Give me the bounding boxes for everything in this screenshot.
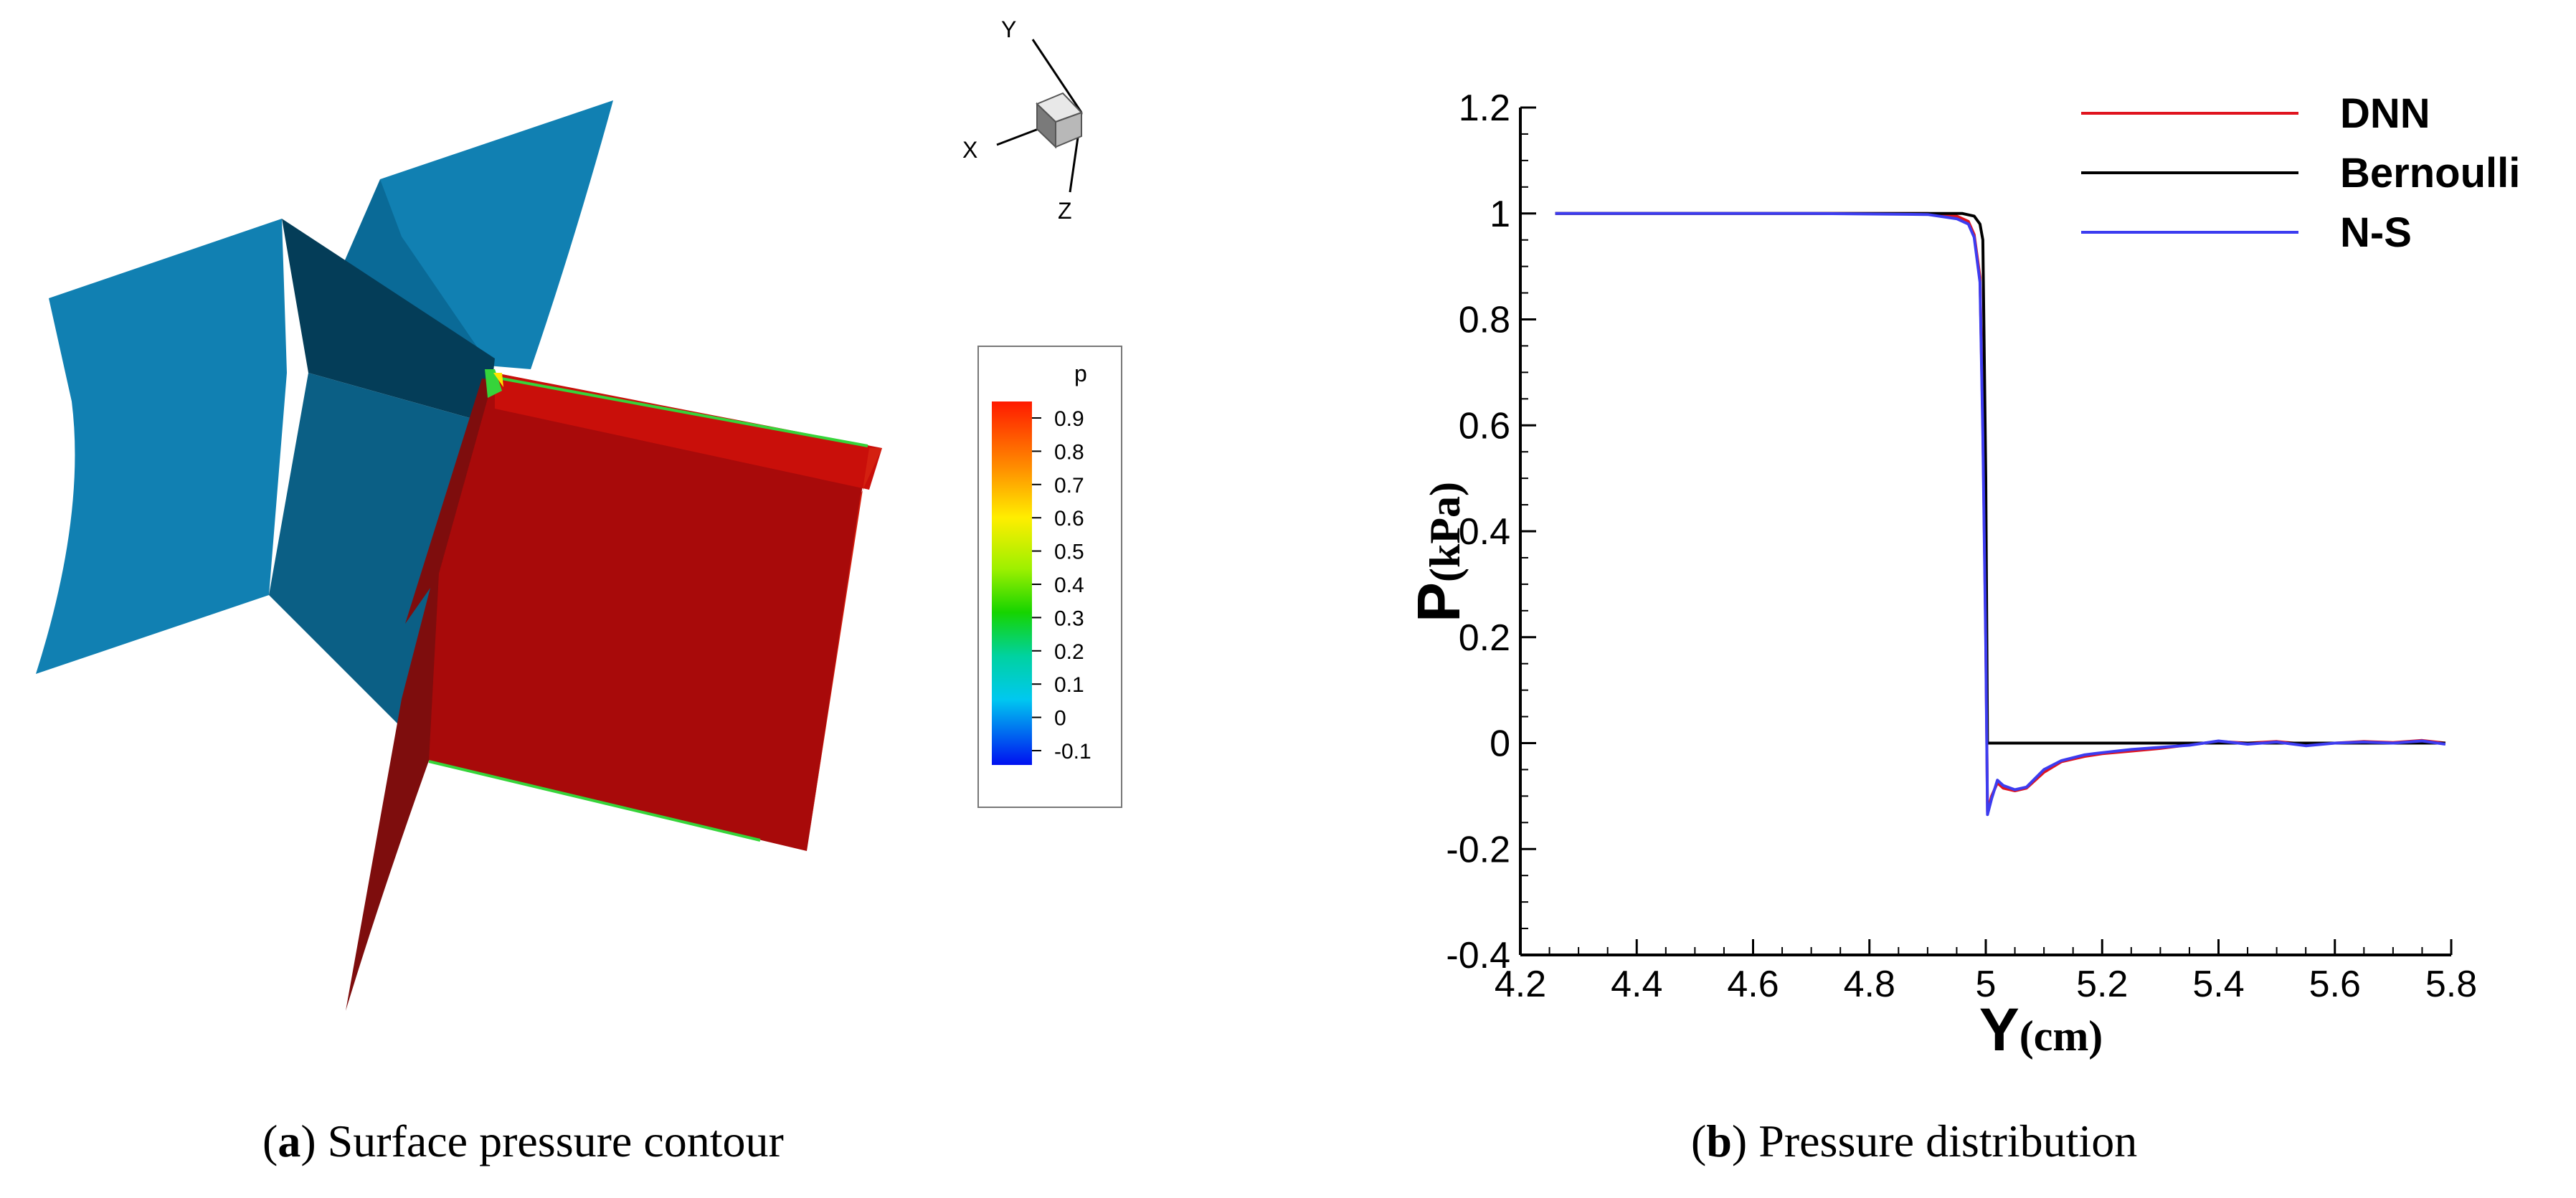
chart-legend: DNN Bernoulli N-S bbox=[2081, 90, 2520, 256]
y-axis-label: P(kPa) bbox=[1405, 482, 1472, 622]
axis-triad: Y X Z bbox=[962, 16, 1083, 224]
caption-b: (b) Pressure distribution bbox=[1691, 1116, 2138, 1166]
pressure-distribution-chart: -0.4 -0.2 0 0.2 0.4 0.6 0.8 1 1.2 4.2 4.4 4.6 4.8 5 5.… bbox=[1348, 50, 2576, 1068]
x-tick-label: 4.4 bbox=[1611, 964, 1662, 1005]
caption-a-letter: a bbox=[278, 1116, 301, 1166]
series-line-bernoulli bbox=[1555, 211, 2445, 745]
triad-label-z: Z bbox=[1058, 198, 1072, 224]
legend-level-label: 0.8 bbox=[1054, 440, 1084, 464]
caption-a-text: Surface pressure contour bbox=[327, 1116, 784, 1166]
x-tick-label: 5.8 bbox=[2425, 964, 2477, 1005]
x-tick-label: 5.6 bbox=[2309, 964, 2361, 1005]
x-tick-label: 4.8 bbox=[1844, 964, 1895, 1005]
upper-blue-panel bbox=[380, 100, 613, 369]
x-axis-label-main: Y bbox=[1979, 996, 2019, 1063]
x-tick-label: 5.2 bbox=[2076, 964, 2128, 1005]
leading-edge-highlight bbox=[485, 369, 502, 398]
green-edge-line bbox=[489, 375, 868, 447]
triad-cube-right bbox=[1055, 111, 1082, 148]
legend-label-dnn: DNN bbox=[2340, 90, 2430, 137]
green-bottom-line bbox=[428, 760, 761, 842]
caption-a: (a) Surface pressure contour bbox=[262, 1116, 784, 1166]
y-axis-label-main: P bbox=[1405, 582, 1472, 622]
x-tick-label: 5.4 bbox=[2192, 964, 2244, 1005]
legend-level-label: 0 bbox=[1054, 707, 1066, 731]
surface-pressure-contour-figure: Y X Z p 0.9 0.8 0.7 0.6 0.5 0.4 0.3 0.2 0.1 0 -0.1 bbox=[0, 0, 1147, 1075]
legend-colorbar bbox=[992, 401, 1032, 765]
legend-level-label: 0.4 bbox=[1054, 574, 1084, 597]
legend-level-label: 0.5 bbox=[1054, 541, 1084, 564]
left-blue-panel bbox=[36, 219, 287, 674]
caption-b-text: Pressure distribution bbox=[1758, 1116, 2138, 1166]
legend-level-label: 0.3 bbox=[1054, 607, 1084, 630]
legend-level-label: 0.7 bbox=[1054, 474, 1084, 498]
red-front-face bbox=[429, 373, 869, 851]
legend-level-label: -0.1 bbox=[1054, 740, 1092, 764]
x-axis-label-unit: (cm) bbox=[2019, 1012, 2103, 1060]
y-tick-label: 0.6 bbox=[1459, 405, 1510, 447]
y-tick-label: -0.4 bbox=[1446, 935, 1510, 976]
triad-label-x: X bbox=[962, 137, 977, 163]
x-tick-label: 4.6 bbox=[1727, 964, 1779, 1005]
y-tick-label: 0.4 bbox=[1459, 511, 1510, 553]
y-tick-label: 1.2 bbox=[1459, 87, 1510, 129]
contour-legend: p 0.9 0.8 0.7 0.6 0.5 0.4 0.3 0.2 0.1 0 -0.1 bbox=[977, 346, 1122, 808]
chart-series bbox=[1555, 211, 2446, 817]
y-tick-label: -0.2 bbox=[1446, 829, 1510, 870]
legend-levels: 0.9 0.8 0.7 0.6 0.5 0.4 0.3 0.2 0.1 0 -0.1 bbox=[1032, 407, 1092, 764]
legend-level-label: 0.2 bbox=[1054, 640, 1084, 664]
dark-blue-fold bbox=[282, 219, 495, 423]
legend-level-label: 0.1 bbox=[1054, 673, 1084, 697]
triad-label-y: Y bbox=[1001, 16, 1016, 42]
legend-level-label: 0.9 bbox=[1054, 407, 1084, 431]
chart-ticks: -0.4 -0.2 0 0.2 0.4 0.6 0.8 1 1.2 4.2 4.4 4.6 4.8 5 5.… bbox=[1446, 87, 2477, 1005]
caption-b-letter: b bbox=[1706, 1116, 1732, 1166]
upper-blue-panel-shade bbox=[344, 179, 495, 373]
high-pressure-surface bbox=[346, 369, 882, 1011]
red-top-strip bbox=[495, 373, 882, 490]
y-tick-label: 0.8 bbox=[1459, 300, 1510, 341]
legend-variable: p bbox=[1074, 361, 1087, 386]
x-tick-label: 4.2 bbox=[1495, 964, 1546, 1005]
y-tick-label: 0 bbox=[1490, 723, 1510, 765]
series-line-dnn bbox=[1555, 211, 2446, 814]
y-tick-label: 1 bbox=[1490, 194, 1510, 235]
x-axis-label: Y(cm) bbox=[1979, 996, 2103, 1063]
legend-level-label: 0.6 bbox=[1054, 507, 1084, 531]
y-tick-label: 0.2 bbox=[1459, 617, 1510, 659]
y-axis-label-unit: (kPa) bbox=[1421, 482, 1469, 582]
legend-label-bernoulli: Bernoulli bbox=[2340, 150, 2520, 196]
series-line-n-s bbox=[1555, 211, 2446, 817]
x-tick-label: 5 bbox=[1976, 964, 1997, 1005]
legend-label-n-s: N-S bbox=[2340, 209, 2412, 256]
